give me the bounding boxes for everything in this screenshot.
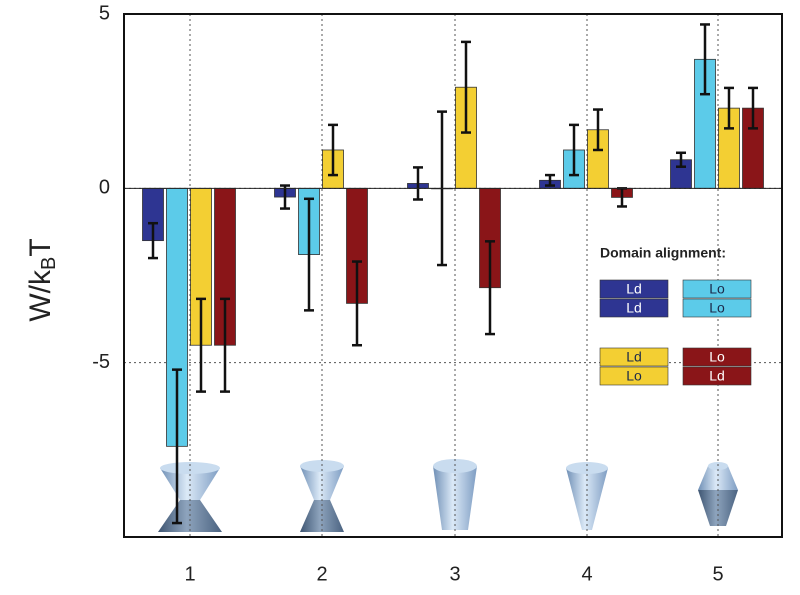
legend-swatch — [599, 366, 669, 386]
error-bar — [676, 151, 686, 168]
y-tick-label: 0 — [99, 177, 110, 199]
legend-label: Ld — [626, 349, 642, 365]
error-bar — [328, 123, 338, 177]
legend-title: Domain alignment: — [600, 245, 726, 261]
error-bar — [748, 86, 758, 130]
icon — [160, 462, 220, 474]
legend-swatch — [682, 279, 752, 299]
error-bar — [220, 297, 230, 393]
error-bar — [196, 297, 206, 393]
error-bar — [461, 40, 471, 134]
legend-label: Lo — [626, 368, 642, 384]
legend-label: Ld — [709, 368, 725, 384]
error-bar — [700, 23, 710, 96]
error-bar — [593, 108, 603, 152]
legend-label: Lo — [709, 281, 725, 297]
y-label-part: T — [24, 238, 57, 256]
legend-label: Lo — [709, 300, 725, 316]
error-bar — [280, 184, 290, 210]
error-bar — [569, 123, 579, 177]
error-bar — [352, 260, 362, 347]
y-label-part: W/k — [24, 269, 57, 322]
icon — [433, 466, 477, 530]
error-bar — [545, 173, 555, 187]
error-bar — [304, 197, 314, 312]
error-bar — [172, 368, 182, 525]
x-tick-label: 3 — [449, 563, 460, 585]
legend-swatch — [599, 279, 669, 299]
x-tick-label: 2 — [316, 563, 327, 585]
icon — [300, 466, 344, 500]
icon — [698, 490, 738, 526]
error-bar — [724, 86, 734, 130]
y-axis-label: W/kBT — [24, 238, 60, 321]
legend-label: Ld — [626, 300, 642, 316]
y-label-sub: B — [38, 257, 60, 270]
plot-frame — [123, 13, 783, 538]
x-tick-label: 4 — [581, 563, 592, 585]
legend-swatch — [599, 298, 669, 318]
error-bar — [413, 166, 423, 201]
x-tick-label: 5 — [712, 563, 723, 585]
legend-label: Lo — [709, 349, 725, 365]
legend-swatch — [599, 347, 669, 367]
icon — [566, 462, 608, 474]
legend-swatch — [682, 347, 752, 367]
y-tick-label: 5 — [99, 2, 110, 24]
legend-swatch — [682, 366, 752, 386]
x-tick-label: 1 — [184, 563, 195, 585]
legend-label: Ld — [626, 281, 642, 297]
y-tick-label: -5 — [92, 351, 110, 373]
legend-swatch — [682, 298, 752, 318]
error-bar — [148, 221, 158, 260]
error-bar — [485, 240, 495, 336]
shape-icons — [158, 459, 738, 532]
icon — [698, 466, 738, 490]
